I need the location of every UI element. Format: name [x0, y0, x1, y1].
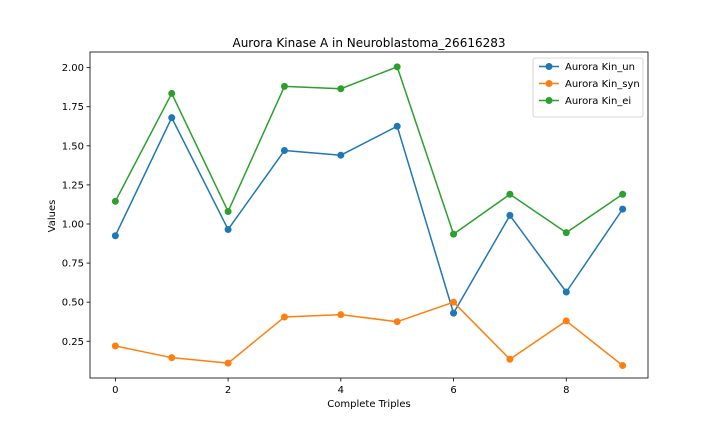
x-axis-label: Complete Triples — [327, 399, 410, 410]
legend-entry-label: Aurora Kin_syn — [565, 79, 640, 90]
y-tick-label: 0.75 — [62, 259, 84, 270]
data-point — [393, 63, 401, 71]
data-point — [111, 197, 119, 205]
data-point — [506, 211, 514, 219]
data-point — [562, 229, 570, 237]
data-point — [224, 359, 232, 367]
data-point — [506, 190, 514, 198]
series-line — [114, 66, 624, 235]
data-point — [224, 225, 232, 233]
plot-area: 0 2 4 6 8 0.25 0.50 0.75 1.00 1.25 1.50 1.75 2.00 — [62, 51, 649, 396]
data-point — [224, 207, 232, 215]
data-point — [337, 85, 345, 93]
data-point — [450, 298, 458, 306]
legend-frame — [532, 57, 644, 118]
data-point — [619, 205, 627, 213]
x-tick-label: 2 — [225, 385, 231, 396]
series-line — [115, 301, 624, 367]
plot-frame — [89, 51, 649, 379]
y-tick-label: 2.00 — [62, 63, 84, 74]
data-point — [280, 147, 288, 155]
y-tick-label: 0.50 — [62, 298, 84, 309]
data-point — [280, 82, 288, 90]
data-point — [393, 318, 401, 326]
data-point — [562, 288, 570, 296]
y-tick-label: 1.50 — [62, 141, 84, 152]
data-point — [337, 311, 345, 319]
legend-swatch-marker — [545, 80, 553, 87]
x-tick-label: 8 — [563, 385, 569, 396]
legend-swatch-marker — [545, 63, 553, 70]
x-tick-label: 4 — [338, 385, 344, 396]
x-tick-label: 0 — [112, 385, 118, 396]
legend-entry-label: Aurora Kin_ei — [565, 96, 631, 107]
data-point — [168, 354, 176, 362]
y-tick-label: 1.25 — [62, 180, 84, 191]
legend-swatch-marker — [545, 97, 553, 104]
data-point — [393, 122, 401, 130]
data-point — [168, 89, 176, 97]
data-point — [506, 355, 514, 363]
data-point — [450, 230, 458, 238]
data-point — [450, 309, 458, 317]
legend: Aurora Kin_un Aurora Kin_syn Aurora Kin_ei — [532, 57, 644, 118]
data-point — [111, 342, 119, 350]
series-line — [114, 116, 624, 314]
data-point — [111, 232, 119, 240]
data-point — [619, 190, 627, 198]
data-point — [619, 361, 627, 369]
y-tick-label: 0.25 — [62, 337, 84, 348]
y-tick-label: 1.75 — [62, 102, 84, 113]
y-axis-label: Values — [47, 200, 58, 233]
data-point — [337, 151, 345, 159]
chart-title: Aurora Kinase A in Neuroblastoma_2661628… — [232, 36, 505, 50]
data-point — [168, 114, 176, 122]
y-tick-label: 1.00 — [62, 219, 84, 230]
x-tick-label: 6 — [450, 385, 456, 396]
data-point — [562, 317, 570, 325]
data-point — [280, 313, 288, 321]
legend-entry-label: Aurora Kin_un — [565, 62, 635, 73]
